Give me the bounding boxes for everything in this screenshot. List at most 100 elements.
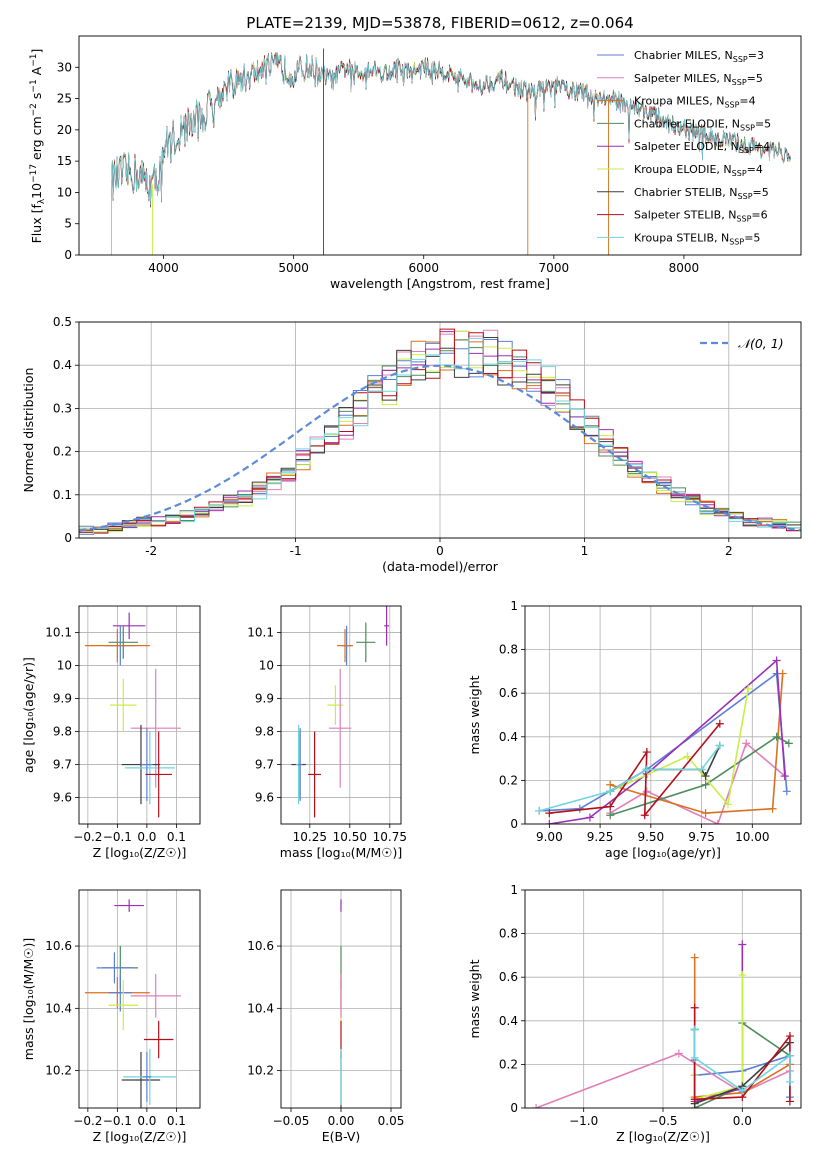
axes-4: 9.00 9.25 9.50 9.75 10.00 0 0.2 0.4 0.6 0.8 1 age […: [467, 599, 802, 860]
plot-area-7: [532, 940, 794, 1108]
x-tick-label: 10.75: [373, 830, 407, 844]
x-axis-label: wavelength [Angstrom, rest frame]: [330, 276, 550, 291]
x-tick-label: −1.0: [569, 1114, 598, 1128]
error-cross: [327, 685, 344, 725]
y-tick-label: 25: [57, 92, 72, 106]
y-tick-label: 9.7: [53, 758, 72, 772]
grid-4: [525, 605, 801, 825]
y-tick-label: 9.8: [255, 725, 274, 739]
grid-2: [79, 606, 200, 824]
x-axis-label: Z [log₁₀(Z/Z☉)]: [616, 1129, 710, 1144]
axes-border: [78, 605, 201, 825]
error-cross: [112, 612, 146, 640]
weight-marker: [744, 684, 753, 693]
error-cross: [121, 1051, 161, 1108]
y-tick-label: 10.2: [247, 1064, 274, 1078]
x-tick-label: -2: [145, 544, 157, 558]
y-tick-label: 0: [510, 1101, 518, 1115]
y-tick-label: 30: [57, 60, 72, 74]
x-tick-label: 4000: [148, 261, 179, 275]
y-tick-label: 0.3: [53, 401, 72, 415]
weight-marker: [772, 656, 781, 665]
x-axis-label: mass [log₁₀(M/M☉)]: [280, 845, 402, 860]
weight-marker: [723, 800, 732, 809]
y-tick-label: 10: [259, 658, 274, 672]
weight-marker: [738, 940, 747, 949]
weight-line: [609, 688, 749, 807]
x-axis-label: (data-model)/error: [382, 559, 499, 574]
plot-area-4: [535, 656, 793, 824]
error-cross: [130, 668, 181, 788]
y-tick-label: 0: [64, 531, 72, 545]
legend-entry: Kroupa MILES, NSSP=4: [634, 95, 756, 110]
weight-marker: [778, 669, 787, 678]
x-tick-label: 6000: [408, 261, 439, 275]
weight-marker: [642, 765, 651, 774]
weight-line: [539, 672, 788, 812]
legend-entry: 𝒩(0, 1): [738, 336, 784, 351]
error-cross: [140, 728, 153, 801]
y-axis-label: Flux [fλ10−17 erg cm−2 s−1 A−1]: [29, 49, 47, 244]
x-tick-label: −0.1: [103, 1114, 132, 1128]
x-tick-label: 5000: [278, 261, 309, 275]
error-cross: [109, 678, 137, 732]
weight-marker: [785, 1051, 794, 1060]
x-tick-label: 10.00: [735, 830, 769, 844]
x-tick-label: 0.0: [137, 830, 156, 844]
weight-marker: [690, 1095, 699, 1104]
weight-marker: [545, 809, 554, 818]
weight-marker: [701, 809, 710, 818]
error-cross: [308, 731, 321, 818]
y-tick-label: 10.2: [45, 1064, 72, 1078]
weight-marker: [545, 820, 554, 824]
y-tick-label: 0.2: [499, 773, 518, 787]
axes-border: [524, 889, 802, 1109]
axes-1: -2 -1 0 1 2 0 0.1 0.2 0.3 0.4 0.5 (data-model)/erro…: [21, 315, 802, 574]
axes-border: [280, 605, 402, 825]
plot-area-0: [111, 48, 791, 255]
weight-marker: [690, 1053, 699, 1062]
y-tick-label: 0.8: [499, 643, 518, 657]
axes-border: [78, 889, 201, 1109]
weight-marker: [785, 1032, 794, 1041]
axes-6: −0.05 0.00 0.05 10.2 10.4 10.6 E(B-V): [247, 889, 404, 1144]
axes-0: 4000 5000 6000 7000 8000 0 5 10 15 20 25 30 waveleng…: [57, 35, 802, 291]
error-cross: [142, 1051, 152, 1102]
x-axis-label: Z [log₁₀(Z/Z☉)]: [93, 1129, 187, 1144]
y-axis-label: Normed distribution: [21, 368, 36, 493]
y-axis-label: mass weight: [467, 959, 482, 1038]
x-tick-label: 9.75: [688, 830, 715, 844]
axes-frame-3: 10.25 10.50 10.75 9.6 9.7 9.8 9.9 10 10.1 mass [l…: [247, 605, 407, 860]
y-axis-label: mass weight: [467, 675, 482, 754]
y-tick-label: 0.4: [499, 730, 518, 744]
x-tick-label: −0.05: [273, 1114, 310, 1128]
x-tick-label: 7000: [539, 261, 570, 275]
error-cross: [96, 952, 133, 984]
legend-entry: Salpeter STELIB, NSSP=6: [634, 209, 768, 224]
y-tick-label: 9.8: [53, 725, 72, 739]
x-tick-label: 0: [436, 544, 444, 558]
weight-marker: [683, 752, 692, 761]
x-tick-label: −0.1: [103, 830, 132, 844]
x-tick-label: 9.50: [637, 830, 664, 844]
weight-line: [535, 1052, 791, 1108]
y-tick-label: 9.6: [53, 791, 72, 805]
y-tick-label: 0: [64, 248, 72, 262]
weight-marker: [697, 765, 706, 774]
error-cross: [108, 980, 139, 1031]
y-tick-label: 10: [57, 658, 72, 672]
legend-entry: Kroupa STELIB, NSSP=5: [634, 231, 760, 246]
error-cross: [329, 668, 352, 788]
error-cross: [143, 1020, 174, 1059]
weight-marker: [738, 1086, 747, 1095]
weight-marker: [532, 1104, 541, 1108]
weight-marker: [768, 804, 777, 813]
y-tick-label: 15: [57, 154, 72, 168]
error-cross: [384, 606, 389, 646]
axes-frame-4: 9.00 9.25 9.50 9.75 10.00 0 0.2 0.4 0.6 0.8 1 age […: [467, 599, 802, 860]
weight-marker: [780, 772, 789, 781]
error-cross: [337, 629, 353, 663]
weight-marker: [784, 739, 793, 748]
normal-curve: [79, 364, 801, 532]
y-axis-label: age [log₁₀(age/yr)]: [21, 657, 36, 773]
